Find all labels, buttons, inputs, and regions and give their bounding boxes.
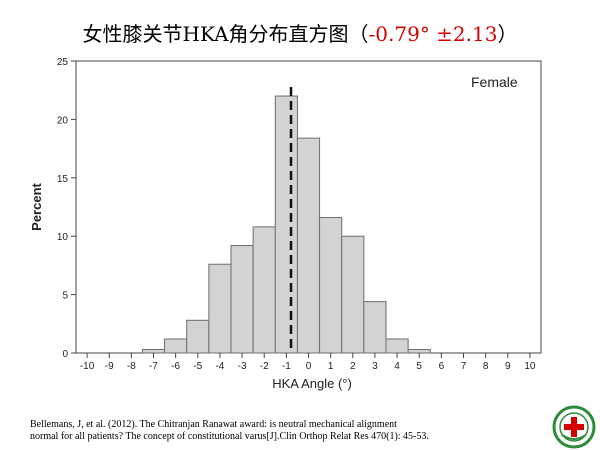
- histogram-bar: [208, 263, 232, 354]
- histogram-bar: [341, 235, 365, 354]
- page-title: 女性膝关节HKA角分布直方图（-0.79° ±2.13）: [0, 18, 600, 47]
- x-tick-label: -2: [260, 361, 269, 372]
- female-annotation: Female: [471, 74, 518, 90]
- histogram-bar: [407, 348, 431, 354]
- y-tick-label: 5: [62, 291, 68, 302]
- histogram-bar: [296, 137, 321, 354]
- y-tick-label: 0: [62, 349, 68, 360]
- x-tick-label: 6: [439, 361, 445, 372]
- y-axis: 0 5 10 15 20 25: [57, 57, 76, 360]
- title-stat: -0.79° ±2.13: [368, 22, 498, 46]
- x-tick-label: 0: [306, 361, 312, 372]
- histogram-bar: [164, 338, 188, 354]
- histogram-bar: [363, 301, 387, 354]
- x-tick-label: -1: [282, 361, 291, 372]
- reference-citation: Bellemans, J, et al. (2012). The Chitran…: [30, 419, 530, 443]
- x-tick-label: 9: [505, 361, 511, 372]
- x-tick-label: 7: [461, 361, 467, 372]
- reference-line-1: Bellemans, J, et al. (2012). The Chitran…: [30, 419, 397, 430]
- y-tick-label: 20: [57, 115, 69, 126]
- x-tick-label: 3: [372, 361, 378, 372]
- x-tick-label: 4: [394, 361, 400, 372]
- y-tick-label: 10: [57, 232, 69, 243]
- histogram-bar: [385, 338, 409, 354]
- x-tick-label: 10: [524, 361, 536, 372]
- institution-logo-icon: [552, 405, 596, 449]
- x-tick-label: -9: [105, 361, 114, 372]
- x-tick-label: -10: [80, 361, 95, 372]
- x-axis: -10 -9 -8 -7 -6 -5 -4 -3 -2 -1 0 1 2 3 4 5 6 7 8 9 10: [80, 353, 536, 372]
- x-tick-label: -6: [171, 361, 180, 372]
- x-axis-label: HKA Angle (°): [272, 376, 352, 391]
- histogram-bar: [230, 245, 254, 354]
- histogram-bar: [274, 95, 298, 354]
- y-tick-label: 15: [57, 174, 69, 185]
- x-tick-label: -4: [215, 361, 224, 372]
- x-tick-label: 1: [328, 361, 334, 372]
- histogram-bar: [319, 217, 343, 354]
- y-axis-label: Percent: [29, 182, 44, 230]
- x-tick-label: -5: [193, 361, 202, 372]
- reference-line-2: normal for all patients? The concept of …: [30, 431, 429, 442]
- x-tick-label: -3: [238, 361, 247, 372]
- histogram-bar: [252, 226, 276, 354]
- x-tick-label: -7: [149, 361, 158, 372]
- x-tick-label: -8: [127, 361, 136, 372]
- x-tick-label: 5: [416, 361, 422, 372]
- title-text: 女性膝关节HKA角分布直方图（: [82, 22, 369, 46]
- histogram-bar: [141, 348, 166, 354]
- title-close: ）: [497, 22, 518, 46]
- x-tick-label: 2: [350, 361, 356, 372]
- histogram-bar: [186, 319, 210, 354]
- x-tick-label: 8: [483, 361, 489, 372]
- y-tick-label: 25: [57, 57, 69, 68]
